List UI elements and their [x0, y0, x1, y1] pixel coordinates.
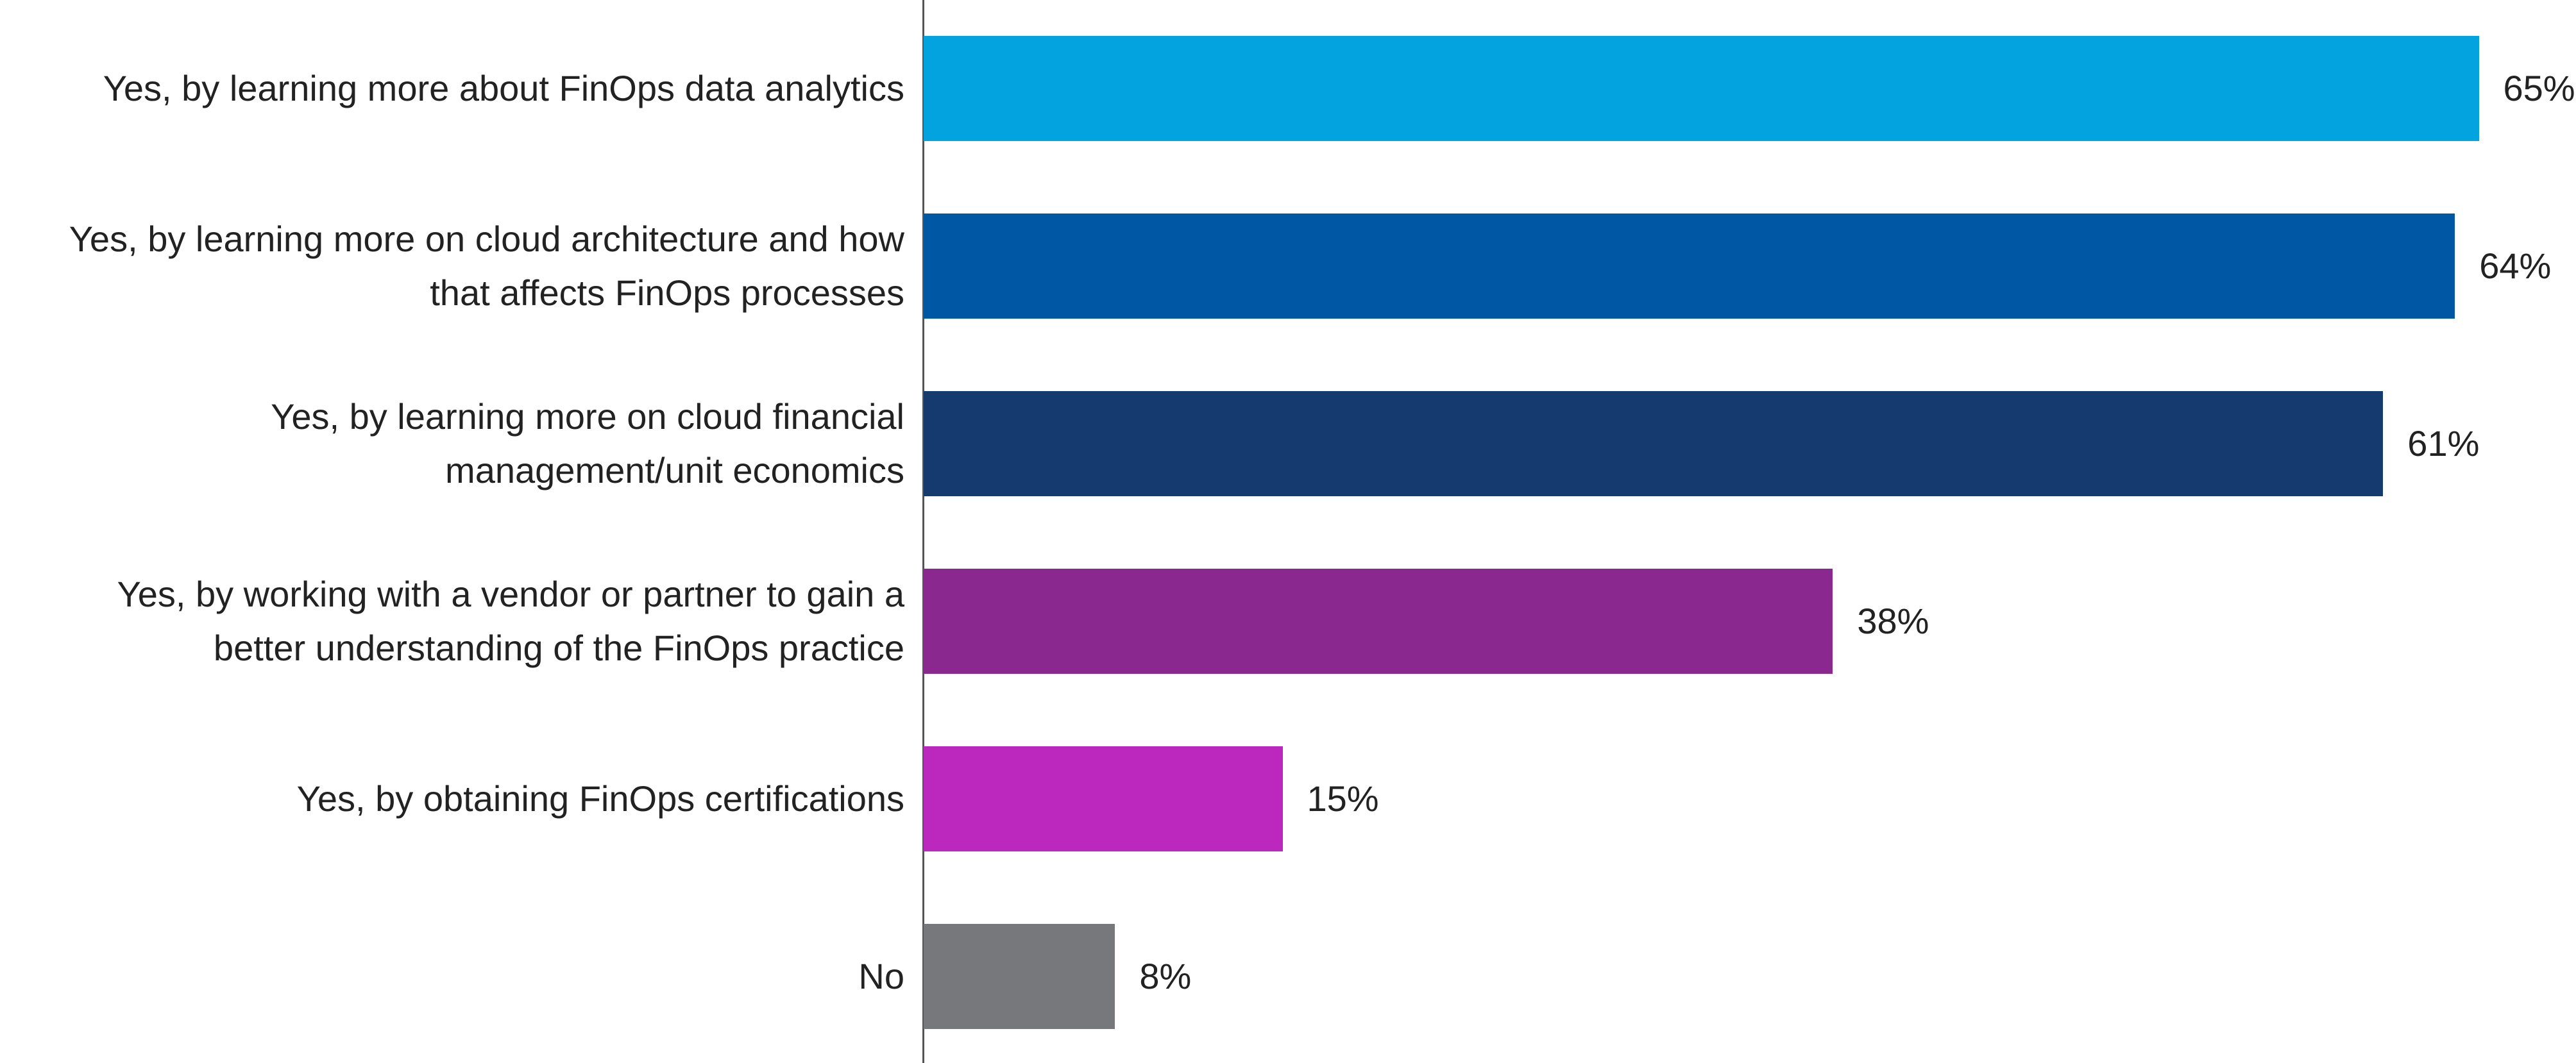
value-label: 38% [1857, 601, 1929, 641]
category-label: Yes, by obtaining FinOps certifications [296, 778, 904, 819]
category-label: Yes, by learning more about FinOps data … [103, 68, 904, 108]
category-label: Yes, by learning more on cloud architect… [69, 219, 904, 313]
category-label: Yes, by working with a vendor or partner… [117, 574, 904, 668]
value-label: 8% [1139, 956, 1192, 996]
value-label: 64% [2479, 246, 2552, 286]
bar [924, 924, 1115, 1029]
bar [924, 746, 1283, 851]
bar [924, 569, 1833, 674]
category-label: Yes, by learning more on cloud financial… [271, 396, 904, 490]
bar [924, 213, 2455, 319]
value-label: 15% [1307, 778, 1379, 819]
category-label: No [858, 956, 904, 996]
bar [924, 36, 2479, 141]
value-label: 65% [2503, 68, 2575, 108]
bar [924, 391, 2384, 496]
value-label: 61% [2407, 423, 2480, 464]
axis-line [922, 0, 924, 1063]
